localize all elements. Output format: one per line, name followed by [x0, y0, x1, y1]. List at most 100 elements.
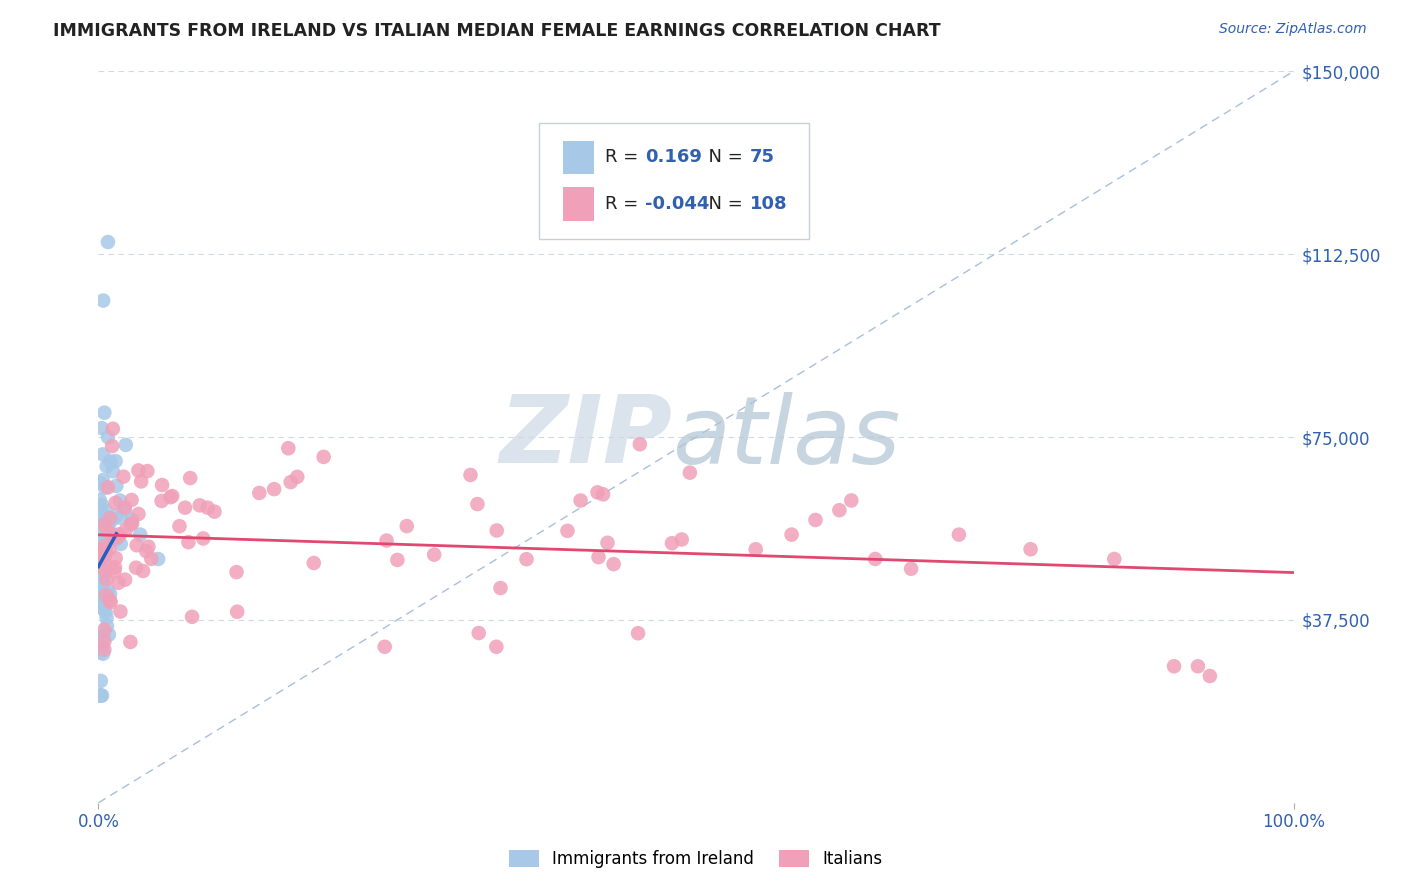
Point [91, 647, 114, 661]
Point [103, 564, 125, 578]
Point [96, 619, 118, 633]
Point [193, 532, 215, 546]
Point [104, 551, 127, 566]
Point [110, 537, 132, 551]
Point [93, 549, 115, 564]
Point [89, 492, 111, 507]
Point [91, 575, 114, 590]
Point [101, 439, 124, 453]
Point [93, 549, 115, 563]
Point [679, 466, 702, 480]
Point [129, 475, 152, 489]
Point [592, 487, 614, 501]
Point [90, 594, 112, 608]
Point [302, 556, 325, 570]
Point [179, 471, 201, 485]
Point [828, 503, 851, 517]
Point [1163, 659, 1185, 673]
Point [150, 494, 173, 508]
Point [93, 544, 115, 558]
Point [127, 507, 149, 521]
Point [395, 519, 418, 533]
Point [374, 640, 396, 654]
Point [98, 511, 121, 525]
Point [93, 569, 115, 583]
Point [247, 486, 270, 500]
Point [91, 549, 114, 564]
Point [1104, 552, 1126, 566]
Point [93, 556, 115, 570]
Point [121, 513, 143, 527]
Point [225, 565, 247, 579]
Point [375, 533, 398, 548]
Point [627, 626, 650, 640]
Point [98, 541, 121, 556]
Point [96, 590, 118, 604]
Text: Source: ZipAtlas.com: Source: ZipAtlas.com [1219, 22, 1367, 37]
Text: 75: 75 [751, 148, 775, 167]
Point [204, 505, 226, 519]
Point [780, 527, 803, 541]
Text: 0.169: 0.169 [645, 148, 702, 167]
Point [97, 521, 120, 535]
Point [93, 539, 115, 553]
Point [107, 528, 129, 542]
Point [460, 467, 482, 482]
Point [107, 575, 129, 590]
Point [98, 593, 121, 607]
Point [93, 517, 115, 532]
Point [125, 560, 148, 574]
Point [628, 437, 651, 451]
Point [97, 526, 120, 541]
Point [745, 542, 768, 557]
Point [97, 524, 120, 539]
Point [93, 548, 115, 562]
Point [101, 464, 124, 478]
Point [94, 481, 117, 495]
Point [96, 610, 118, 624]
Point [91, 689, 114, 703]
Point [108, 493, 131, 508]
Point [141, 552, 163, 566]
Point [89, 577, 111, 591]
Point [150, 478, 173, 492]
Point [89, 476, 111, 491]
Point [263, 482, 285, 496]
Point [97, 480, 120, 494]
Point [1019, 542, 1042, 557]
Point [1199, 669, 1222, 683]
Point [94, 605, 117, 619]
Point [97, 430, 120, 444]
Point [96, 583, 118, 598]
Point [129, 527, 152, 541]
Point [98, 587, 121, 601]
Point [121, 493, 143, 508]
Point [89, 519, 111, 533]
Point [602, 557, 624, 571]
Point [900, 562, 922, 576]
Point [114, 438, 136, 452]
Point [387, 553, 409, 567]
Point [89, 500, 111, 515]
Point [127, 463, 149, 477]
Point [280, 475, 302, 489]
Point [312, 450, 335, 464]
Point [105, 479, 128, 493]
Point [94, 591, 117, 605]
Point [226, 605, 249, 619]
Point [93, 642, 115, 657]
Point [489, 581, 512, 595]
Point [89, 689, 111, 703]
Point [125, 538, 148, 552]
Point [948, 527, 970, 541]
Point [181, 609, 204, 624]
Point [90, 506, 112, 520]
Point [90, 526, 112, 541]
Point [100, 513, 122, 527]
Point [104, 560, 127, 574]
Point [93, 629, 115, 643]
Point [93, 631, 115, 645]
Point [661, 536, 683, 550]
Point [90, 498, 112, 512]
Text: N =: N = [697, 195, 748, 213]
